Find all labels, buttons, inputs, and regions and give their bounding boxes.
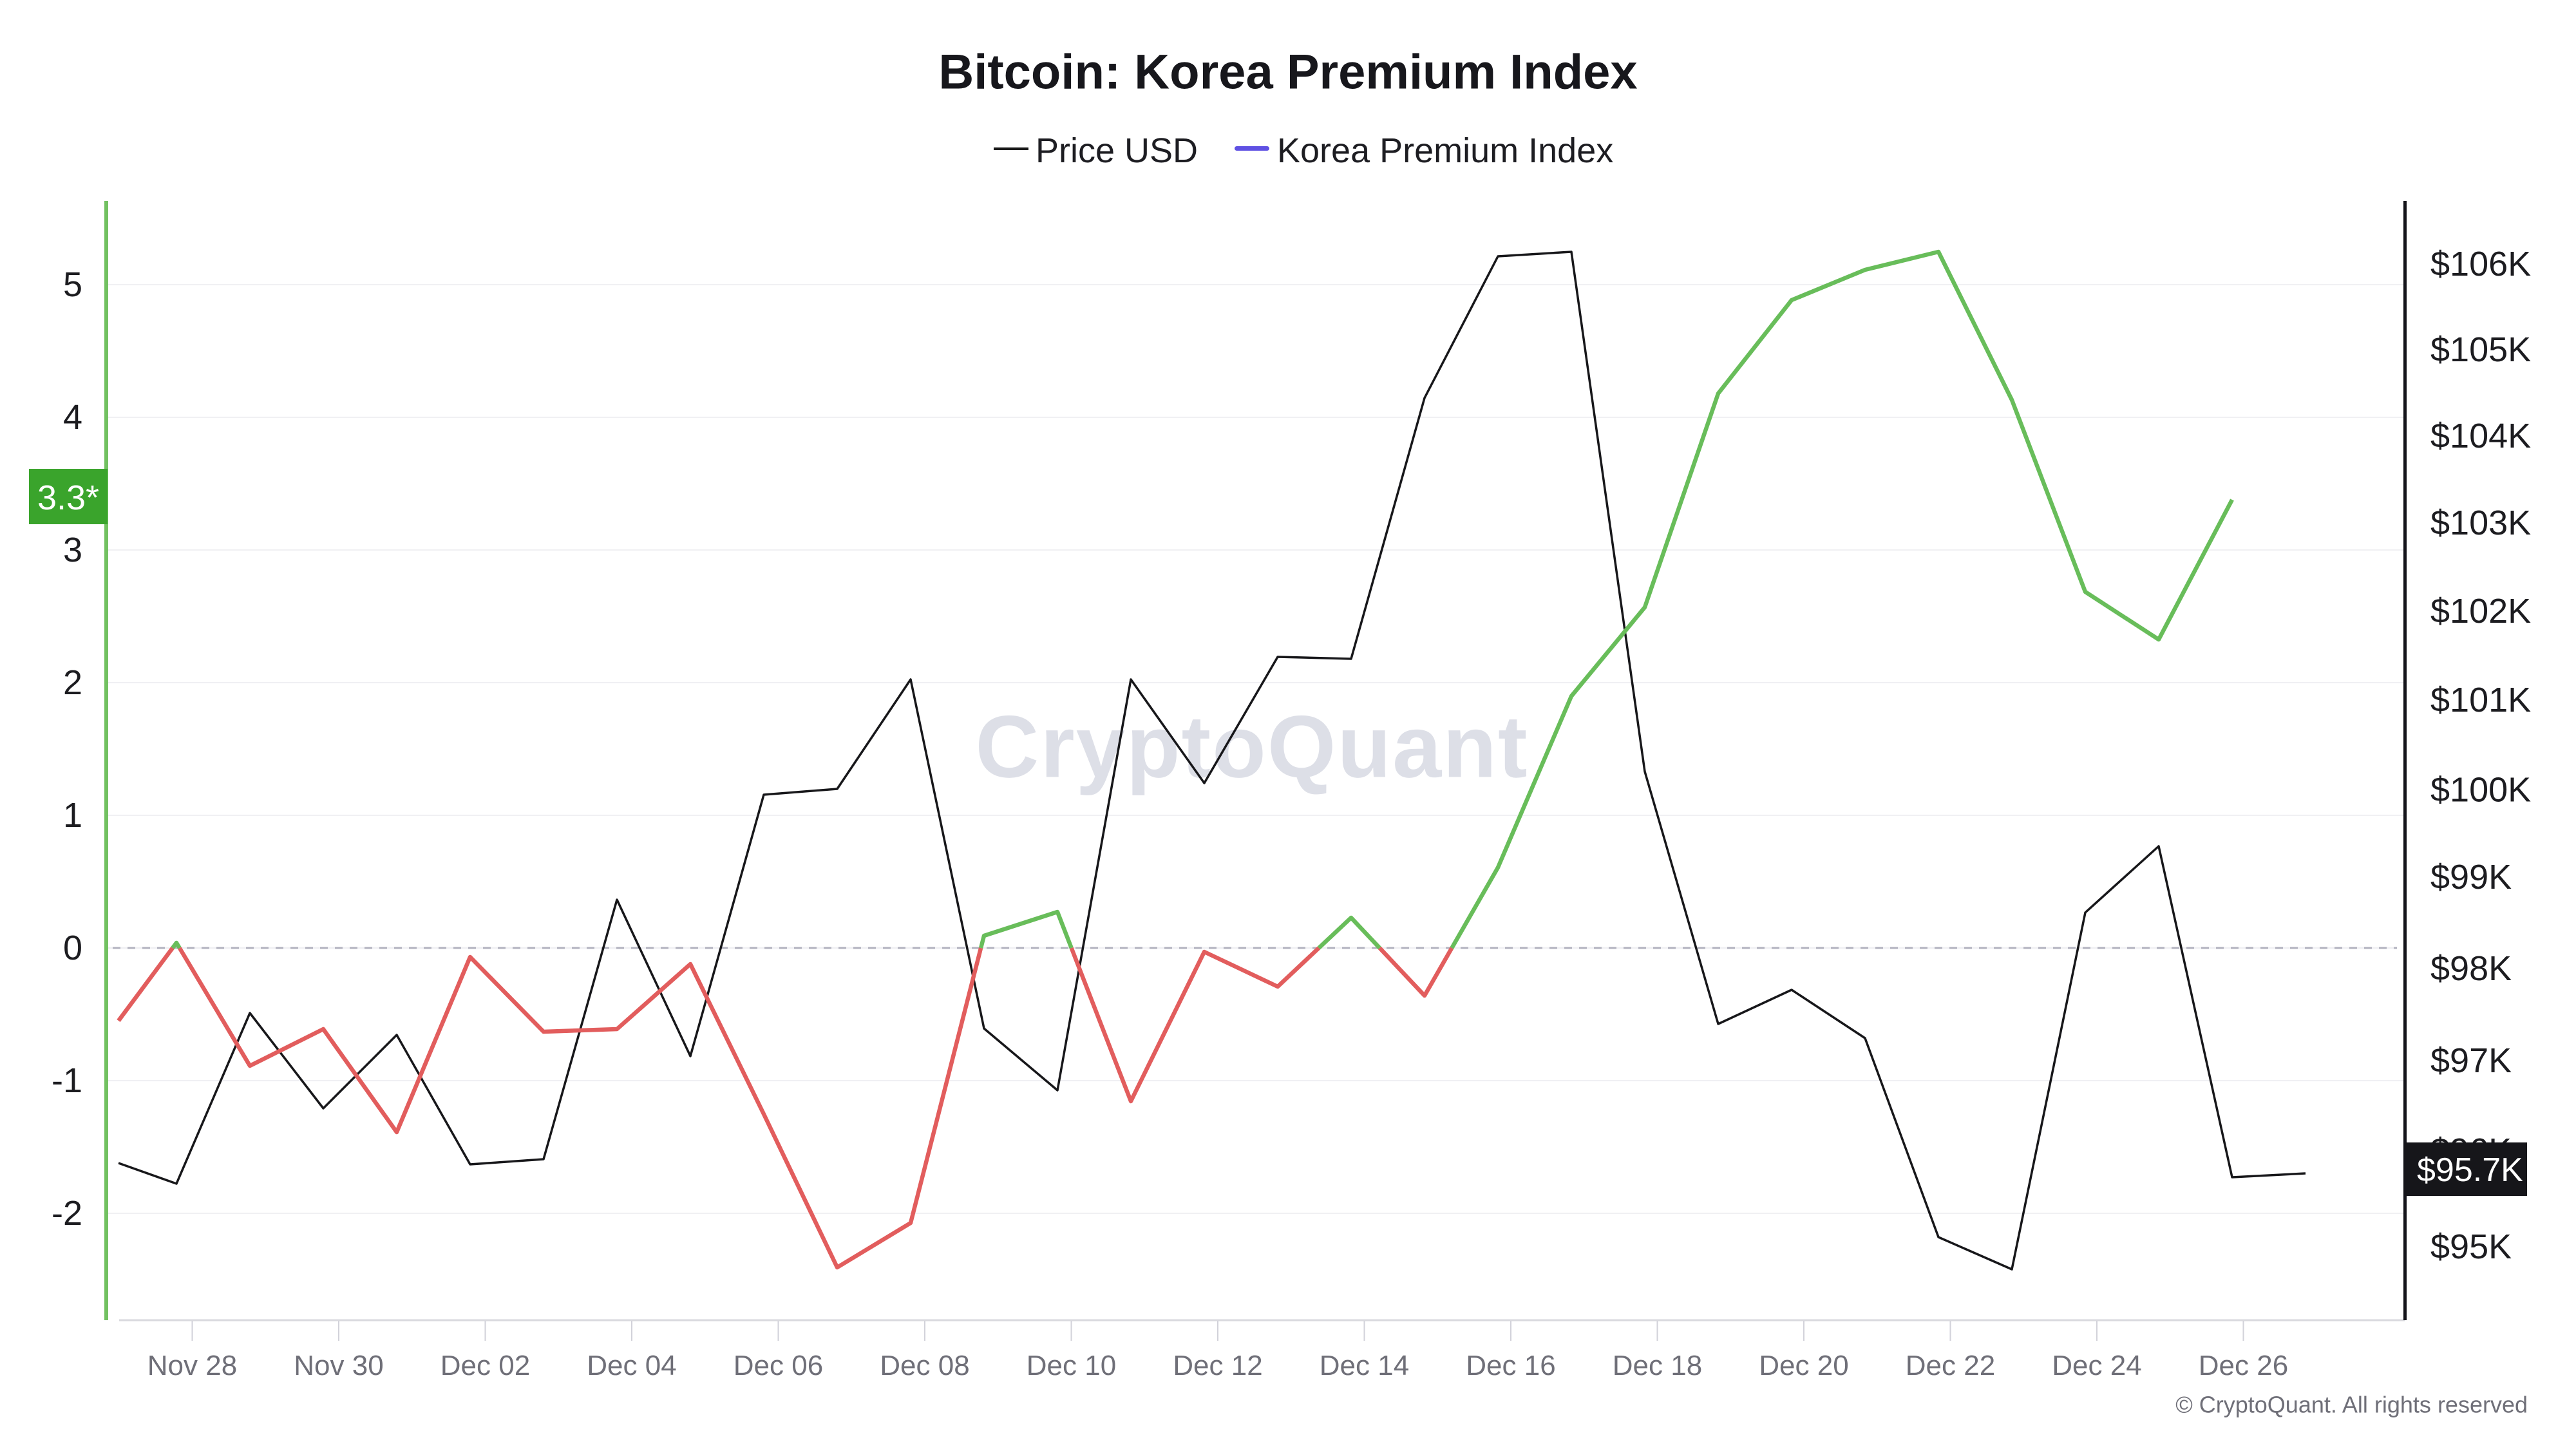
- svg-text:Dec 06: Dec 06: [734, 1350, 823, 1381]
- svg-text:Dec 18: Dec 18: [1613, 1350, 1702, 1381]
- svg-text:Dec 02: Dec 02: [440, 1350, 530, 1381]
- svg-text:Price USD: Price USD: [1036, 131, 1198, 170]
- svg-text:$102K: $102K: [2430, 592, 2531, 630]
- svg-text:Dec 24: Dec 24: [2052, 1350, 2141, 1381]
- svg-text:$101K: $101K: [2430, 681, 2531, 719]
- svg-text:CryptoQuant: CryptoQuant: [975, 698, 1528, 797]
- svg-text:Dec 20: Dec 20: [1759, 1350, 1848, 1381]
- svg-text:$97K: $97K: [2430, 1041, 2512, 1080]
- svg-text:5: 5: [63, 265, 82, 304]
- svg-text:-2: -2: [52, 1194, 82, 1233]
- svg-text:Nov 28: Nov 28: [147, 1350, 237, 1381]
- svg-text:Dec 26: Dec 26: [2199, 1350, 2288, 1381]
- svg-text:Dec 22: Dec 22: [1906, 1350, 1995, 1381]
- svg-text:$95.7K: $95.7K: [2417, 1151, 2523, 1189]
- svg-text:$99K: $99K: [2430, 858, 2512, 896]
- svg-text:Dec 14: Dec 14: [1320, 1350, 1409, 1381]
- svg-text:$95K: $95K: [2430, 1227, 2512, 1266]
- svg-text:$105K: $105K: [2430, 330, 2531, 369]
- svg-text:$106K: $106K: [2430, 245, 2531, 283]
- svg-text:Dec 08: Dec 08: [880, 1350, 969, 1381]
- svg-text:3: 3: [63, 531, 82, 569]
- svg-text:© CryptoQuant. All rights rese: © CryptoQuant. All rights reserved: [2175, 1392, 2528, 1418]
- svg-text:3.3*: 3.3*: [37, 478, 99, 517]
- svg-text:$100K: $100K: [2430, 770, 2531, 809]
- svg-text:Dec 12: Dec 12: [1173, 1350, 1262, 1381]
- svg-text:4: 4: [63, 398, 82, 437]
- svg-text:Bitcoin: Korea Premium Index: Bitcoin: Korea Premium Index: [938, 45, 1637, 100]
- svg-text:Dec 04: Dec 04: [587, 1350, 676, 1381]
- svg-text:1: 1: [63, 796, 82, 835]
- svg-text:0: 0: [63, 929, 82, 967]
- svg-text:Nov 30: Nov 30: [294, 1350, 383, 1381]
- svg-text:2: 2: [63, 663, 82, 702]
- svg-text:Korea Premium Index: Korea Premium Index: [1277, 131, 1613, 170]
- svg-text:$98K: $98K: [2430, 949, 2512, 988]
- svg-text:$104K: $104K: [2430, 417, 2531, 455]
- svg-text:$103K: $103K: [2430, 504, 2531, 542]
- svg-text:Dec 10: Dec 10: [1027, 1350, 1116, 1381]
- svg-text:Dec 16: Dec 16: [1466, 1350, 1555, 1381]
- svg-text:-1: -1: [52, 1061, 82, 1100]
